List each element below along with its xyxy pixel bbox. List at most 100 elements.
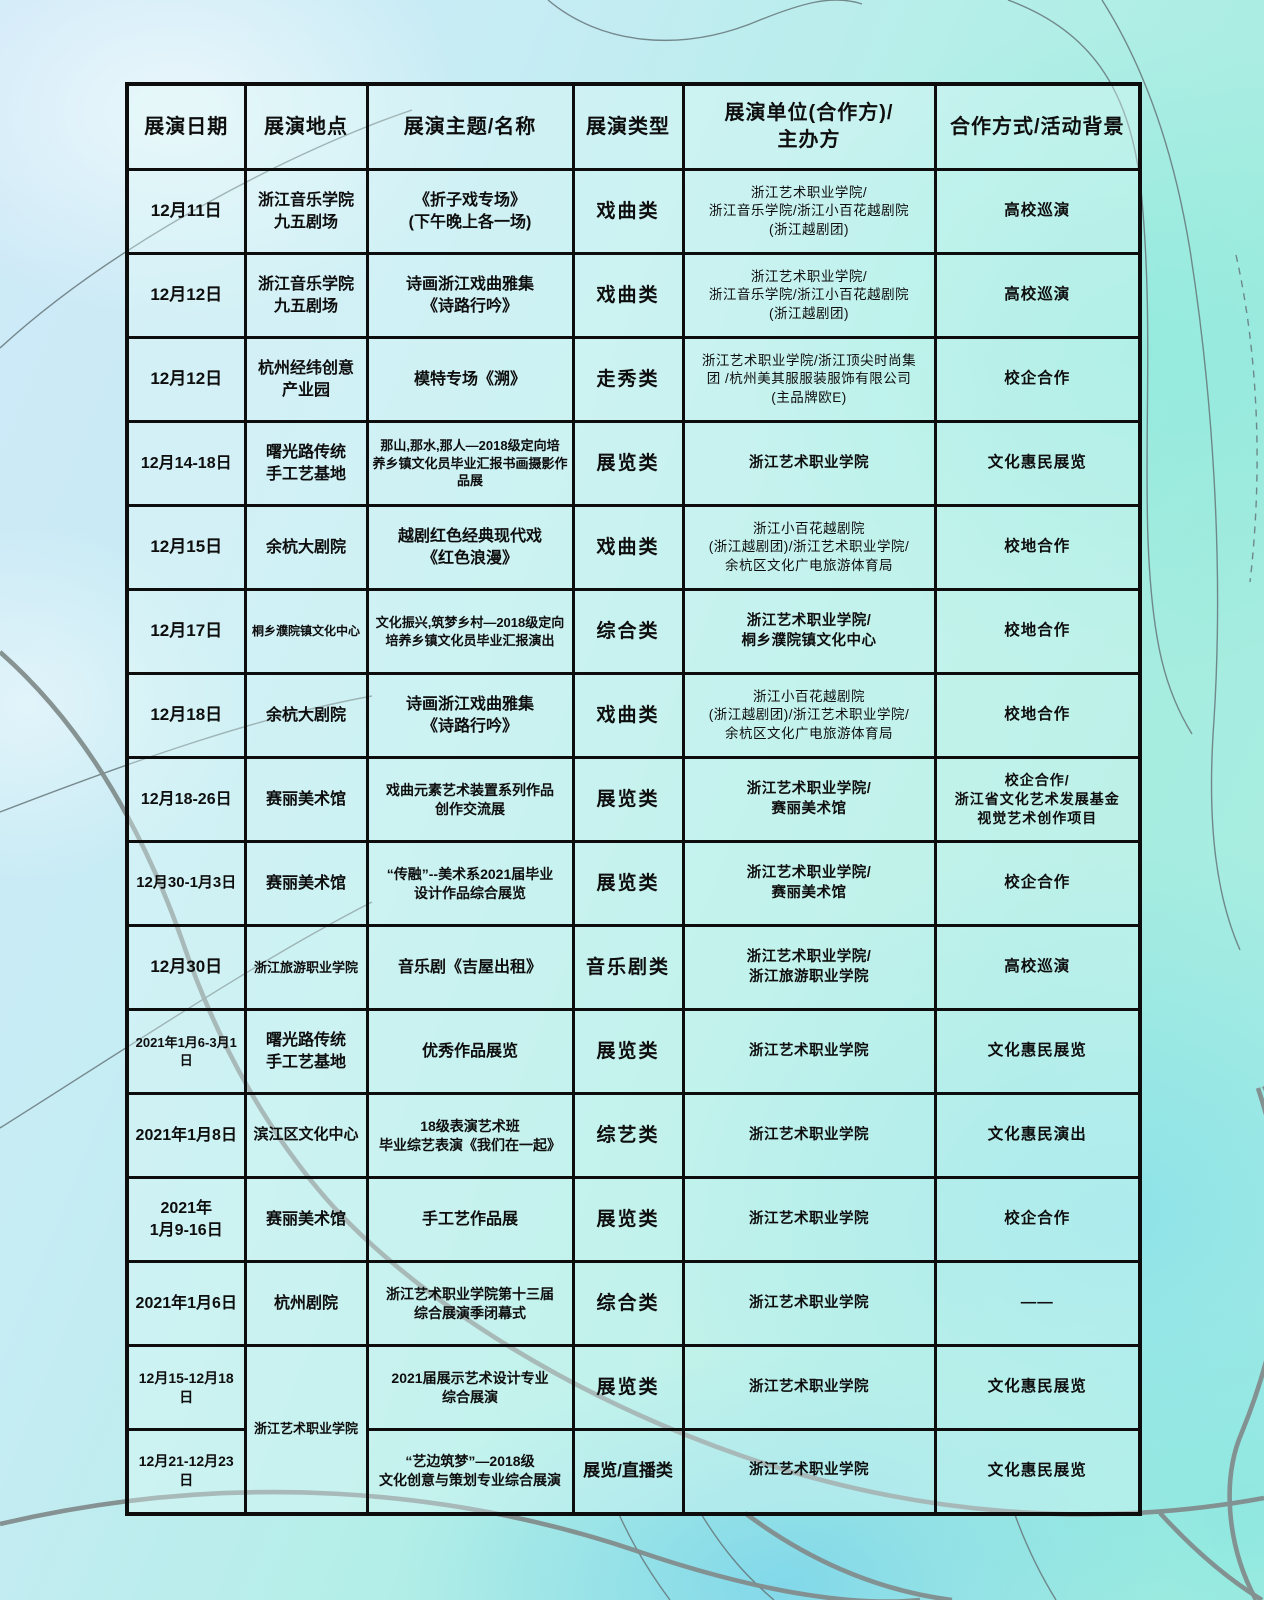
cell-location: 杭州经纬创意 产业园	[243, 336, 369, 423]
table-row: 12月14-18日 曙光路传统 手工艺基地 那山,那水,那人—2018级定向培 …	[125, 420, 1142, 507]
table-row: 2021年1月8日 滨江区文化中心 18级表演艺术班 毕业综艺表演《我们在一起》…	[125, 1092, 1142, 1179]
cell-date: 12月21-12月23日	[125, 1428, 247, 1515]
cell-type: 综合类	[571, 588, 685, 675]
cell-cooperation: 高校巡演	[933, 252, 1142, 339]
cell-location: 杭州剧院	[243, 1260, 369, 1347]
cell-type: 展览类	[571, 840, 685, 927]
cell-unit: 浙江艺术职业学院	[681, 1092, 937, 1179]
cell-location-merged: 浙江艺术职业学院	[243, 1344, 369, 1515]
cell-type: 音乐剧类	[571, 924, 685, 1011]
cell-location: 浙江旅游职业学院	[243, 924, 369, 1011]
cell-theme: 2021届展示艺术设计专业 综合展演	[365, 1344, 575, 1431]
cell-type: 戏曲类	[571, 672, 685, 759]
cell-cooperation: 文化惠民演出	[933, 1092, 1142, 1179]
table-row: 12月18-26日 赛丽美术馆 戏曲元素艺术装置系列作品 创作交流展 展览类 浙…	[125, 756, 1142, 843]
column-header-unit: 展演单位(合作方)/ 主办方	[681, 82, 937, 171]
table-row: 12月17日 桐乡濮院镇文化中心 文化振兴,筑梦乡村—2018级定向 培养乡镇文…	[125, 588, 1142, 675]
cell-location: 赛丽美术馆	[243, 756, 369, 843]
cell-theme: 《折子戏专场》 (下午晚上各一场)	[365, 168, 575, 255]
cell-location: 曙光路传统 手工艺基地	[243, 1008, 369, 1095]
table-row: 12月11日 浙江音乐学院 九五剧场 《折子戏专场》 (下午晚上各一场) 戏曲类…	[125, 168, 1142, 255]
cell-date: 2021年1月6日	[125, 1260, 247, 1347]
cell-date: 2021年1月8日	[125, 1092, 247, 1179]
cell-unit: 浙江小百花越剧院 (浙江越剧团)/浙江艺术职业学院/ 余杭区文化广电旅游体育局	[681, 504, 937, 591]
cell-unit: 浙江艺术职业学院	[681, 1008, 937, 1095]
cell-unit: 浙江艺术职业学院/ 桐乡濮院镇文化中心	[681, 588, 937, 675]
cell-unit: 浙江小百花越剧院 (浙江越剧团)/浙江艺术职业学院/ 余杭区文化广电旅游体育局	[681, 672, 937, 759]
cell-cooperation: 文化惠民展览	[933, 1344, 1142, 1431]
cell-unit: 浙江艺术职业学院/浙江顶尖时尚集 团 /杭州美其服服装服饰有限公司 (主品牌欧E…	[681, 336, 937, 423]
cell-theme: 音乐剧《吉屋出租》	[365, 924, 575, 1011]
performance-schedule-table: 展演日期 展演地点 展演主题/名称 展演类型 展演单位(合作方)/ 主办方 合作…	[125, 82, 1142, 1516]
cell-date: 12月11日	[125, 168, 247, 255]
table-row: 12月18日 余杭大剧院 诗画浙江戏曲雅集 《诗路行吟》 戏曲类 浙江小百花越剧…	[125, 672, 1142, 759]
cell-cooperation: 文化惠民展览	[933, 1428, 1142, 1515]
cell-theme: 手工艺作品展	[365, 1176, 575, 1263]
cell-cooperation: 校地合作	[933, 504, 1142, 591]
table-row: 2021年1月6日 杭州剧院 浙江艺术职业学院第十三届 综合展演季闭幕式 综合类…	[125, 1260, 1142, 1347]
table-row: 2021年 1月9-16日 赛丽美术馆 手工艺作品展 展览类 浙江艺术职业学院 …	[125, 1176, 1142, 1263]
cell-type: 走秀类	[571, 336, 685, 423]
column-header-theme: 展演主题/名称	[365, 82, 575, 171]
cell-date: 12月12日	[125, 336, 247, 423]
cell-cooperation: 校企合作/ 浙江省文化艺术发展基金 视觉艺术创作项目	[933, 756, 1142, 843]
cell-location: 浙江音乐学院 九五剧场	[243, 252, 369, 339]
cell-unit: 浙江艺术职业学院	[681, 420, 937, 507]
cell-location: 桐乡濮院镇文化中心	[243, 588, 369, 675]
cell-type: 展览类	[571, 1008, 685, 1095]
table-row: 12月15-12月18日 浙江艺术职业学院 2021届展示艺术设计专业 综合展演…	[125, 1344, 1142, 1515]
table-row: 12月30-1月3日 赛丽美术馆 “传融”--美术系2021届毕业 设计作品综合…	[125, 840, 1142, 927]
cell-cooperation: 高校巡演	[933, 168, 1142, 255]
cell-date: 12月30日	[125, 924, 247, 1011]
cell-theme: 越剧红色经典现代戏 《红色浪漫》	[365, 504, 575, 591]
cell-theme: 诗画浙江戏曲雅集 《诗路行吟》	[365, 252, 575, 339]
cell-type: 戏曲类	[571, 252, 685, 339]
cell-location: 浙江音乐学院 九五剧场	[243, 168, 369, 255]
cell-unit: 浙江艺术职业学院	[681, 1260, 937, 1347]
cell-location: 余杭大剧院	[243, 672, 369, 759]
cell-unit: 浙江艺术职业学院/ 赛丽美术馆	[681, 840, 937, 927]
table-row: 12月30日 浙江旅游职业学院 音乐剧《吉屋出租》 音乐剧类 浙江艺术职业学院/…	[125, 924, 1142, 1011]
cell-unit: 浙江艺术职业学院/ 浙江音乐学院/浙江小百花越剧院 (浙江越剧团)	[681, 168, 937, 255]
column-header-location: 展演地点	[243, 82, 369, 171]
cell-type: 展览类	[571, 1176, 685, 1263]
table-row: 12月12日 浙江音乐学院 九五剧场 诗画浙江戏曲雅集 《诗路行吟》 戏曲类 浙…	[125, 252, 1142, 339]
cell-location: 赛丽美术馆	[243, 840, 369, 927]
cell-theme: 那山,那水,那人—2018级定向培 养乡镇文化员毕业汇报书画摄影作 品展	[365, 420, 575, 507]
cell-location: 赛丽美术馆	[243, 1176, 369, 1263]
cell-unit: 浙江艺术职业学院/ 赛丽美术馆	[681, 756, 937, 843]
cell-theme: 诗画浙江戏曲雅集 《诗路行吟》	[365, 672, 575, 759]
cell-theme: 模特专场《溯》	[365, 336, 575, 423]
column-header-cooperation: 合作方式/活动背景	[933, 82, 1142, 171]
cell-date: 12月18-26日	[125, 756, 247, 843]
cell-date: 12月18日	[125, 672, 247, 759]
cell-location: 曙光路传统 手工艺基地	[243, 420, 369, 507]
cell-unit: 浙江艺术职业学院	[681, 1428, 937, 1515]
cell-theme: 优秀作品展览	[365, 1008, 575, 1095]
cell-theme: 戏曲元素艺术装置系列作品 创作交流展	[365, 756, 575, 843]
cell-type: 戏曲类	[571, 168, 685, 255]
cell-date: 12月12日	[125, 252, 247, 339]
cell-location: 余杭大剧院	[243, 504, 369, 591]
cell-cooperation: 校地合作	[933, 588, 1142, 675]
cell-theme: 18级表演艺术班 毕业综艺表演《我们在一起》	[365, 1092, 575, 1179]
cell-unit: 浙江艺术职业学院	[681, 1176, 937, 1263]
table-row: 2021年1月6-3月1日 曙光路传统 手工艺基地 优秀作品展览 展览类 浙江艺…	[125, 1008, 1142, 1095]
cell-theme: “传融”--美术系2021届毕业 设计作品综合展览	[365, 840, 575, 927]
column-header-type: 展演类型	[571, 82, 685, 171]
table-row: 12月12日 杭州经纬创意 产业园 模特专场《溯》 走秀类 浙江艺术职业学院/浙…	[125, 336, 1142, 423]
cell-location: 滨江区文化中心	[243, 1092, 369, 1179]
cell-cooperation: 校企合作	[933, 1176, 1142, 1263]
header-row: 展演日期 展演地点 展演主题/名称 展演类型 展演单位(合作方)/ 主办方 合作…	[125, 82, 1142, 171]
cell-theme: 文化振兴,筑梦乡村—2018级定向 培养乡镇文化员毕业汇报演出	[365, 588, 575, 675]
cell-cooperation: 文化惠民展览	[933, 1008, 1142, 1095]
table-row: 12月15日 余杭大剧院 越剧红色经典现代戏 《红色浪漫》 戏曲类 浙江小百花越…	[125, 504, 1142, 591]
cell-type: 戏曲类	[571, 504, 685, 591]
cell-type: 展览类	[571, 756, 685, 843]
cell-unit: 浙江艺术职业学院/ 浙江旅游职业学院	[681, 924, 937, 1011]
column-header-date: 展演日期	[125, 82, 247, 171]
cell-cooperation: ——	[933, 1260, 1142, 1347]
cell-date: 12月15-12月18日	[125, 1344, 247, 1431]
cell-cooperation: 高校巡演	[933, 924, 1142, 1011]
